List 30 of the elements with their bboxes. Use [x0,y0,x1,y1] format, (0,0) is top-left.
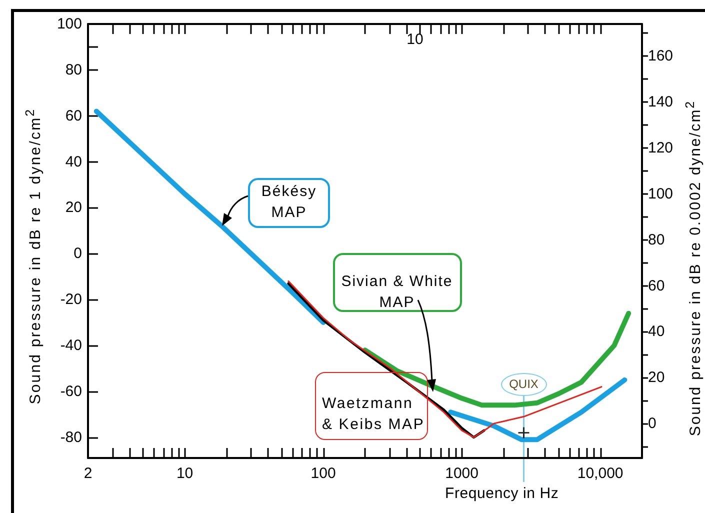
x-axis-title: Frequency in Hz [445,485,559,503]
y2-tick-label: 80 [648,231,665,248]
x-tick-label: 1000 [445,465,478,482]
y2-tick-label: 100 [648,185,674,202]
y-tick-label: -20 [60,291,82,308]
y-tick-label: 20 [65,199,82,216]
y2-tick-label: 40 [648,323,665,340]
text: Békésy MAP [260,182,318,223]
ref-line-label: QUIX [509,376,538,392]
y2-tick-label: 120 [648,140,674,156]
y-tick-label: 80 [65,61,82,78]
y-tick-label: 100 [56,16,82,32]
y2-tick-label: 160 [648,48,674,65]
y-tick-label: -60 [60,382,82,400]
y-tick-label: 60 [65,107,82,124]
y2-tick-label: 140 [648,94,674,111]
y-tick-label: -80 [60,428,82,446]
x-tick-label: 10,000 [577,465,624,482]
x-tick-label: 100 [310,465,336,482]
text: Sivian & White MAP [340,272,454,313]
y-tick-label: -40 [60,336,82,354]
y-tick-label: 40 [65,153,82,170]
series-label: Waetzmann & Keibs MAP [322,394,426,435]
annotation: 10 [406,31,424,49]
y2-tick-label: 0 [648,415,656,432]
x-tick-label: 2 [84,465,92,482]
x-tick-label: 10 [176,465,194,482]
y2-tick-label: 20 [648,369,665,386]
y2-tick-label: 60 [648,277,665,294]
y-tick-label: 0 [74,245,82,262]
